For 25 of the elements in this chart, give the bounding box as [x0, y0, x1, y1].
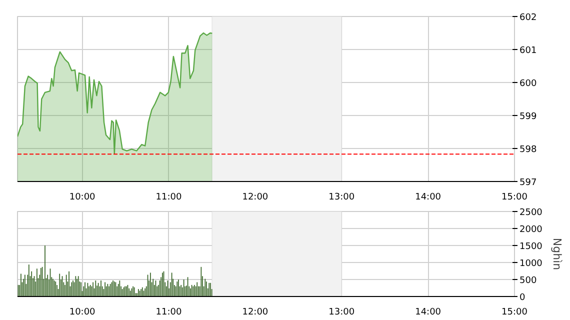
- y-tick-label: 1000: [520, 259, 543, 269]
- y-tick-label: 0: [520, 293, 526, 303]
- x-tick-label: 14:00: [415, 308, 442, 318]
- x-tick-label: 13:00: [328, 192, 355, 202]
- x-tick-label: 12:00: [242, 192, 268, 202]
- y-tick-label: 599: [520, 112, 537, 122]
- x-tick-label: 12:00: [242, 308, 268, 318]
- x-tick-label: 10:00: [69, 192, 96, 202]
- y-tick-label: 597: [520, 178, 537, 188]
- x-tick-label: 13:00: [328, 308, 355, 318]
- y-tick-label: 500: [520, 276, 537, 286]
- y-tick-label: 602: [520, 13, 537, 23]
- y-tick-label: 2500: [520, 208, 543, 218]
- y-axis-title: Nghìn: [550, 238, 564, 270]
- x-tick-label: 15:00: [502, 192, 528, 202]
- x-tick-label: 11:00: [156, 192, 182, 202]
- x-tick-label: 11:00: [156, 308, 182, 318]
- y-tick-label: 600: [520, 79, 537, 89]
- y-tick-label: 601: [520, 46, 537, 56]
- y-tick-label: 1500: [520, 242, 543, 252]
- x-tick-label: 10:00: [69, 308, 96, 318]
- y-tick-label: 2000: [520, 225, 543, 235]
- y-tick-label: 598: [520, 145, 537, 155]
- x-tick-label: 14:00: [415, 192, 442, 202]
- x-tick-label: 15:00: [502, 308, 528, 318]
